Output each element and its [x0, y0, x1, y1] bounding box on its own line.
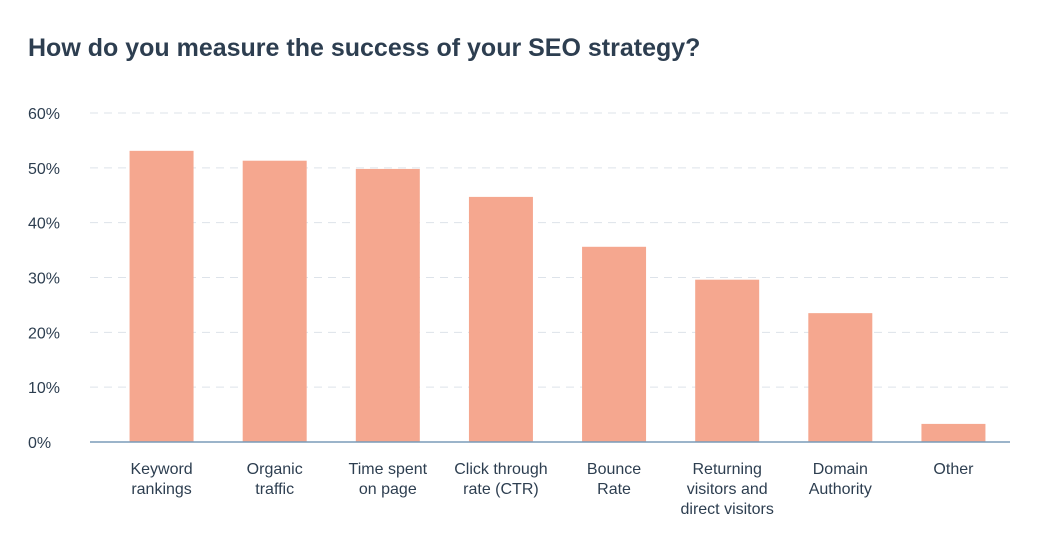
x-tick-label: Domain Authority	[808, 461, 872, 498]
bar	[355, 168, 420, 442]
x-tick-label: Bounce Rate	[586, 461, 642, 498]
bar	[129, 150, 194, 442]
x-tick-label: Keyword rankings	[130, 461, 193, 498]
x-tick-label: Returning visitors and direct visitors	[680, 461, 774, 518]
chart-title: How do you measure the success of your S…	[28, 34, 701, 62]
bar	[242, 160, 307, 442]
y-tick-label: 50%	[28, 161, 60, 178]
x-tick-label: Organic traffic	[246, 461, 303, 498]
y-tick-label: 20%	[28, 325, 60, 342]
y-tick-label: 40%	[28, 216, 60, 233]
bar	[468, 196, 533, 442]
y-tick-label: 30%	[28, 271, 60, 288]
y-tick-label: 0%	[28, 435, 51, 452]
bar	[921, 423, 986, 442]
y-tick-label: 60%	[28, 106, 60, 123]
x-tick-label: Time spent on page	[348, 461, 428, 498]
x-tick-label: Other	[933, 461, 974, 478]
bar	[808, 313, 873, 442]
y-tick-label: 10%	[28, 380, 60, 397]
bar	[582, 246, 647, 442]
x-tick-label: Click through rate (CTR)	[454, 461, 548, 498]
bar	[695, 279, 760, 442]
